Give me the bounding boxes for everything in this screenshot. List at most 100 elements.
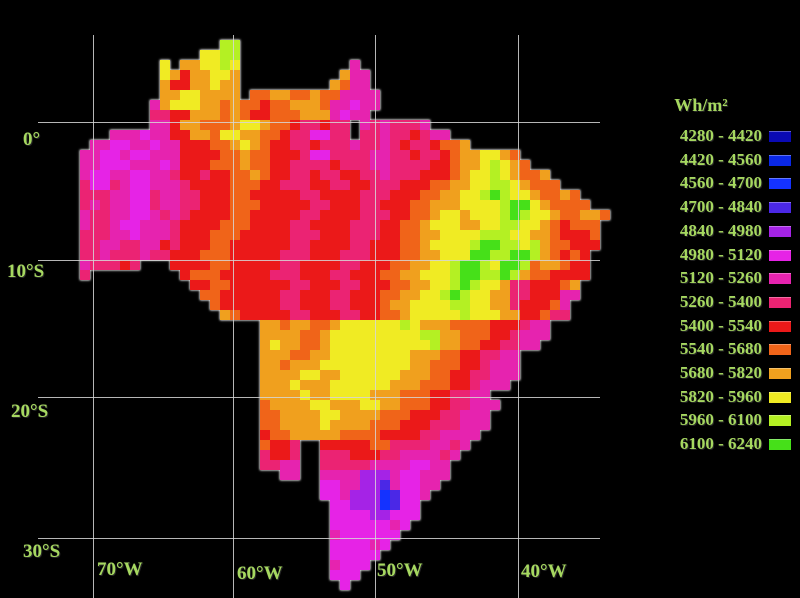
map-region-run: [430, 390, 451, 401]
map-region-run: [370, 440, 391, 451]
map-region-run: [220, 150, 241, 161]
map-region-run: [320, 370, 341, 381]
map-region-run: [230, 190, 251, 201]
map-region-run: [340, 160, 371, 171]
map-region-run: [440, 250, 471, 261]
map-region-run: [540, 220, 551, 231]
map-region-run: [430, 140, 441, 151]
map-region-run: [380, 230, 401, 241]
map-region-run: [180, 180, 191, 191]
map-region-run: [400, 230, 421, 241]
map-region-run: [600, 210, 611, 221]
map-region-run: [200, 100, 221, 111]
legend-range-label: 4980 - 5120: [679, 244, 762, 264]
map-region-run: [380, 170, 391, 181]
map-region-run: [180, 90, 201, 101]
map-region-run: [160, 190, 181, 201]
map-region-run: [390, 440, 431, 451]
map-region-run: [190, 270, 221, 281]
map-region-run: [370, 250, 401, 261]
map-region-run: [320, 100, 331, 111]
map-region-run: [380, 200, 411, 211]
map-region-run: [480, 240, 501, 251]
map-region-run: [440, 230, 481, 241]
map-region-run: [420, 470, 451, 481]
map-region-run: [310, 250, 341, 261]
gridline-horizontal: [38, 397, 600, 398]
map-region-run: [250, 140, 261, 151]
map-region-run: [230, 70, 241, 81]
map-region-run: [510, 290, 531, 301]
map-region-run: [370, 240, 401, 251]
map-region-run: [90, 170, 111, 181]
map-region-run: [240, 110, 251, 121]
map-region-run: [220, 40, 241, 51]
map-region-run: [460, 260, 481, 271]
map-region-run: [300, 150, 311, 161]
map-region-run: [550, 300, 561, 311]
map-region-run: [460, 410, 491, 421]
map-region-run: [350, 80, 371, 91]
map-region-run: [130, 190, 151, 201]
map-region-run: [290, 160, 331, 171]
map-region-run: [450, 380, 471, 391]
map-region-run: [540, 170, 551, 181]
legend-color-swatch: [769, 225, 791, 237]
map-region-run: [370, 420, 401, 431]
map-region-run: [330, 550, 381, 561]
map-region-run: [430, 420, 461, 431]
map-region-run: [100, 250, 111, 261]
map-region-run: [450, 320, 491, 331]
map-region-run: [160, 80, 171, 91]
map-region-run: [110, 130, 141, 141]
map-region-run: [260, 340, 271, 351]
map-region-run: [500, 310, 521, 321]
map-region-run: [350, 450, 381, 461]
legend-range-label: 5680 - 5820: [679, 363, 762, 382]
map-region-run: [560, 220, 571, 231]
map-region-run: [430, 160, 451, 171]
map-region-run: [260, 400, 271, 411]
map-region-run: [320, 230, 351, 241]
map-region-run: [170, 160, 181, 171]
legend-range-label: 4840 - 4980: [679, 220, 762, 240]
map-region-run: [170, 240, 181, 251]
map-region-run: [500, 220, 521, 231]
map-region-run: [480, 220, 501, 231]
map-region-run: [420, 380, 451, 391]
map-region-run: [410, 140, 431, 151]
map-region-run: [360, 120, 371, 131]
map-region-run: [470, 210, 501, 221]
legend-title: Wh/m²: [674, 95, 728, 115]
map-region-run: [460, 290, 471, 301]
map-region-run: [470, 370, 491, 381]
map-region-run: [160, 240, 171, 251]
map-region-run: [340, 80, 351, 91]
map-region-run: [280, 320, 291, 331]
map-region-run: [500, 200, 511, 211]
map-region-run: [440, 190, 461, 201]
map-region-run: [260, 100, 271, 111]
map-region-run: [470, 240, 481, 251]
map-region-run: [190, 130, 211, 141]
map-region-run: [80, 180, 91, 191]
map-region-run: [570, 260, 591, 271]
map-region-run: [540, 200, 551, 211]
map-region-run: [480, 360, 491, 371]
map-region-run: [100, 160, 131, 171]
map-region-run: [90, 140, 111, 151]
map-region-run: [420, 190, 441, 201]
map-region-run: [230, 310, 241, 321]
map-region-run: [280, 130, 291, 141]
map-region-run: [180, 210, 191, 221]
map-region-run: [330, 510, 371, 521]
map-region-run: [460, 280, 471, 291]
map-region-run: [270, 150, 301, 161]
map-region-run: [410, 130, 421, 141]
map-region-run: [430, 130, 451, 141]
map-region-run: [410, 310, 461, 321]
map-region-run: [290, 90, 311, 101]
map-region-run: [400, 250, 421, 261]
map-region-run: [160, 140, 181, 151]
map-region-run: [390, 120, 421, 131]
